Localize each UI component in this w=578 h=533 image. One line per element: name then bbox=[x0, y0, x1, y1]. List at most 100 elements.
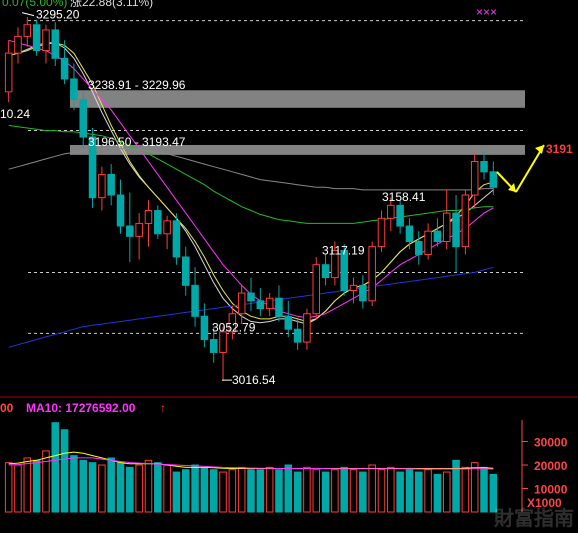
volume-tick-label: 30000 bbox=[534, 436, 568, 450]
moving-average-line bbox=[8, 39, 494, 319]
candle-body bbox=[284, 315, 293, 330]
moving-average-line bbox=[8, 42, 494, 323]
candle-body bbox=[200, 315, 209, 341]
volume-bar bbox=[415, 471, 423, 513]
volume-bar bbox=[340, 466, 348, 513]
volume-bar bbox=[209, 469, 218, 513]
volume-bar bbox=[79, 459, 87, 513]
candle-body bbox=[79, 99, 87, 138]
top-marker: ××× bbox=[476, 5, 497, 19]
volume-bar bbox=[424, 469, 432, 513]
volume-bar bbox=[126, 466, 134, 513]
candle-body bbox=[377, 217, 386, 248]
volume-series-label: 00 bbox=[0, 401, 14, 415]
volume-bar bbox=[200, 466, 209, 513]
volume-bar bbox=[23, 457, 32, 513]
candle-body bbox=[107, 173, 115, 196]
level-label: 3117.19 bbox=[322, 243, 365, 257]
candle-body bbox=[359, 284, 367, 302]
volume-bar bbox=[88, 462, 97, 513]
volume-bar bbox=[42, 450, 50, 513]
volume-bar bbox=[256, 469, 265, 513]
candle-body bbox=[470, 161, 479, 196]
candle-body bbox=[228, 313, 237, 333]
candle-body bbox=[349, 284, 358, 292]
candle-body bbox=[163, 220, 171, 235]
volume-series-label: ↑ bbox=[160, 401, 166, 415]
volume-bar bbox=[32, 459, 41, 513]
volume-bar bbox=[303, 466, 311, 513]
volume-bar bbox=[144, 459, 153, 513]
volume-bar bbox=[70, 455, 78, 513]
volume-bar bbox=[237, 466, 246, 513]
candle-body bbox=[23, 24, 32, 37]
candle-body bbox=[4, 52, 13, 93]
level-band bbox=[70, 144, 525, 155]
candle-body bbox=[312, 264, 321, 315]
candle-body bbox=[172, 220, 181, 258]
volume-bar bbox=[228, 469, 237, 513]
volume-bar bbox=[452, 459, 460, 513]
watermark: 財富指南 bbox=[494, 508, 574, 530]
candle-body bbox=[480, 161, 488, 173]
candle-body bbox=[405, 225, 414, 242]
level-label: 3238.91 - 3229.96 bbox=[88, 78, 186, 92]
candle-body bbox=[60, 57, 69, 80]
candle-body bbox=[191, 284, 199, 317]
volume-bar bbox=[433, 473, 442, 513]
volume-bar bbox=[116, 462, 125, 513]
candle-body bbox=[135, 222, 143, 237]
target-label: 3191 bbox=[546, 142, 573, 156]
candle-body bbox=[154, 210, 162, 235]
left-edge-label: 10.24 bbox=[0, 107, 30, 121]
candle-body bbox=[237, 292, 246, 315]
level-band bbox=[70, 90, 525, 108]
volume-bar bbox=[461, 466, 470, 513]
volume-bar bbox=[321, 471, 330, 513]
volume-bar bbox=[154, 462, 162, 513]
candle-body bbox=[256, 300, 265, 310]
candle-body bbox=[452, 212, 460, 248]
volume-bar bbox=[359, 471, 367, 513]
candle-body bbox=[340, 250, 348, 292]
volume-bar bbox=[163, 464, 171, 513]
candle-body bbox=[368, 246, 376, 302]
candle-body bbox=[42, 29, 50, 52]
volume-bar bbox=[4, 462, 13, 513]
volume-bar bbox=[312, 469, 321, 513]
candle-body bbox=[424, 230, 432, 255]
candle-body bbox=[321, 264, 330, 279]
candle-body bbox=[209, 339, 218, 353]
arrow-head bbox=[535, 145, 544, 154]
candle-body bbox=[116, 194, 125, 227]
volume-bar bbox=[377, 469, 386, 513]
projection-arrow bbox=[515, 144, 545, 193]
volume-bar bbox=[405, 469, 414, 513]
volume-bar bbox=[107, 457, 115, 513]
volume-bar bbox=[470, 462, 479, 513]
volume-bar bbox=[442, 471, 451, 513]
volume-tick-label: 10000 bbox=[534, 483, 568, 497]
volume-bar bbox=[219, 471, 227, 513]
volume-bar bbox=[247, 469, 255, 513]
volume-bar bbox=[135, 464, 143, 513]
volume-bar bbox=[98, 464, 106, 513]
level-label: 3196.50 - 3193.47 bbox=[88, 135, 186, 149]
candle-body bbox=[32, 24, 41, 52]
candle-body bbox=[14, 35, 22, 54]
header-fragment: 涨22.88(3.11%) bbox=[70, 0, 153, 9]
volume-bar bbox=[489, 473, 498, 513]
volume-bar bbox=[293, 471, 302, 513]
volume-bar bbox=[60, 429, 69, 513]
candle-body bbox=[415, 240, 423, 255]
volume-tick-label: 20000 bbox=[534, 459, 568, 473]
volume-bar bbox=[368, 464, 376, 513]
candle-body bbox=[331, 250, 339, 279]
header-fragment: 0.07(5.00%) bbox=[2, 0, 67, 9]
volume-bar bbox=[191, 464, 199, 513]
candle-body bbox=[293, 328, 302, 343]
candle-body bbox=[247, 292, 255, 302]
volume-bar bbox=[51, 422, 60, 513]
volume-bar bbox=[265, 466, 274, 513]
